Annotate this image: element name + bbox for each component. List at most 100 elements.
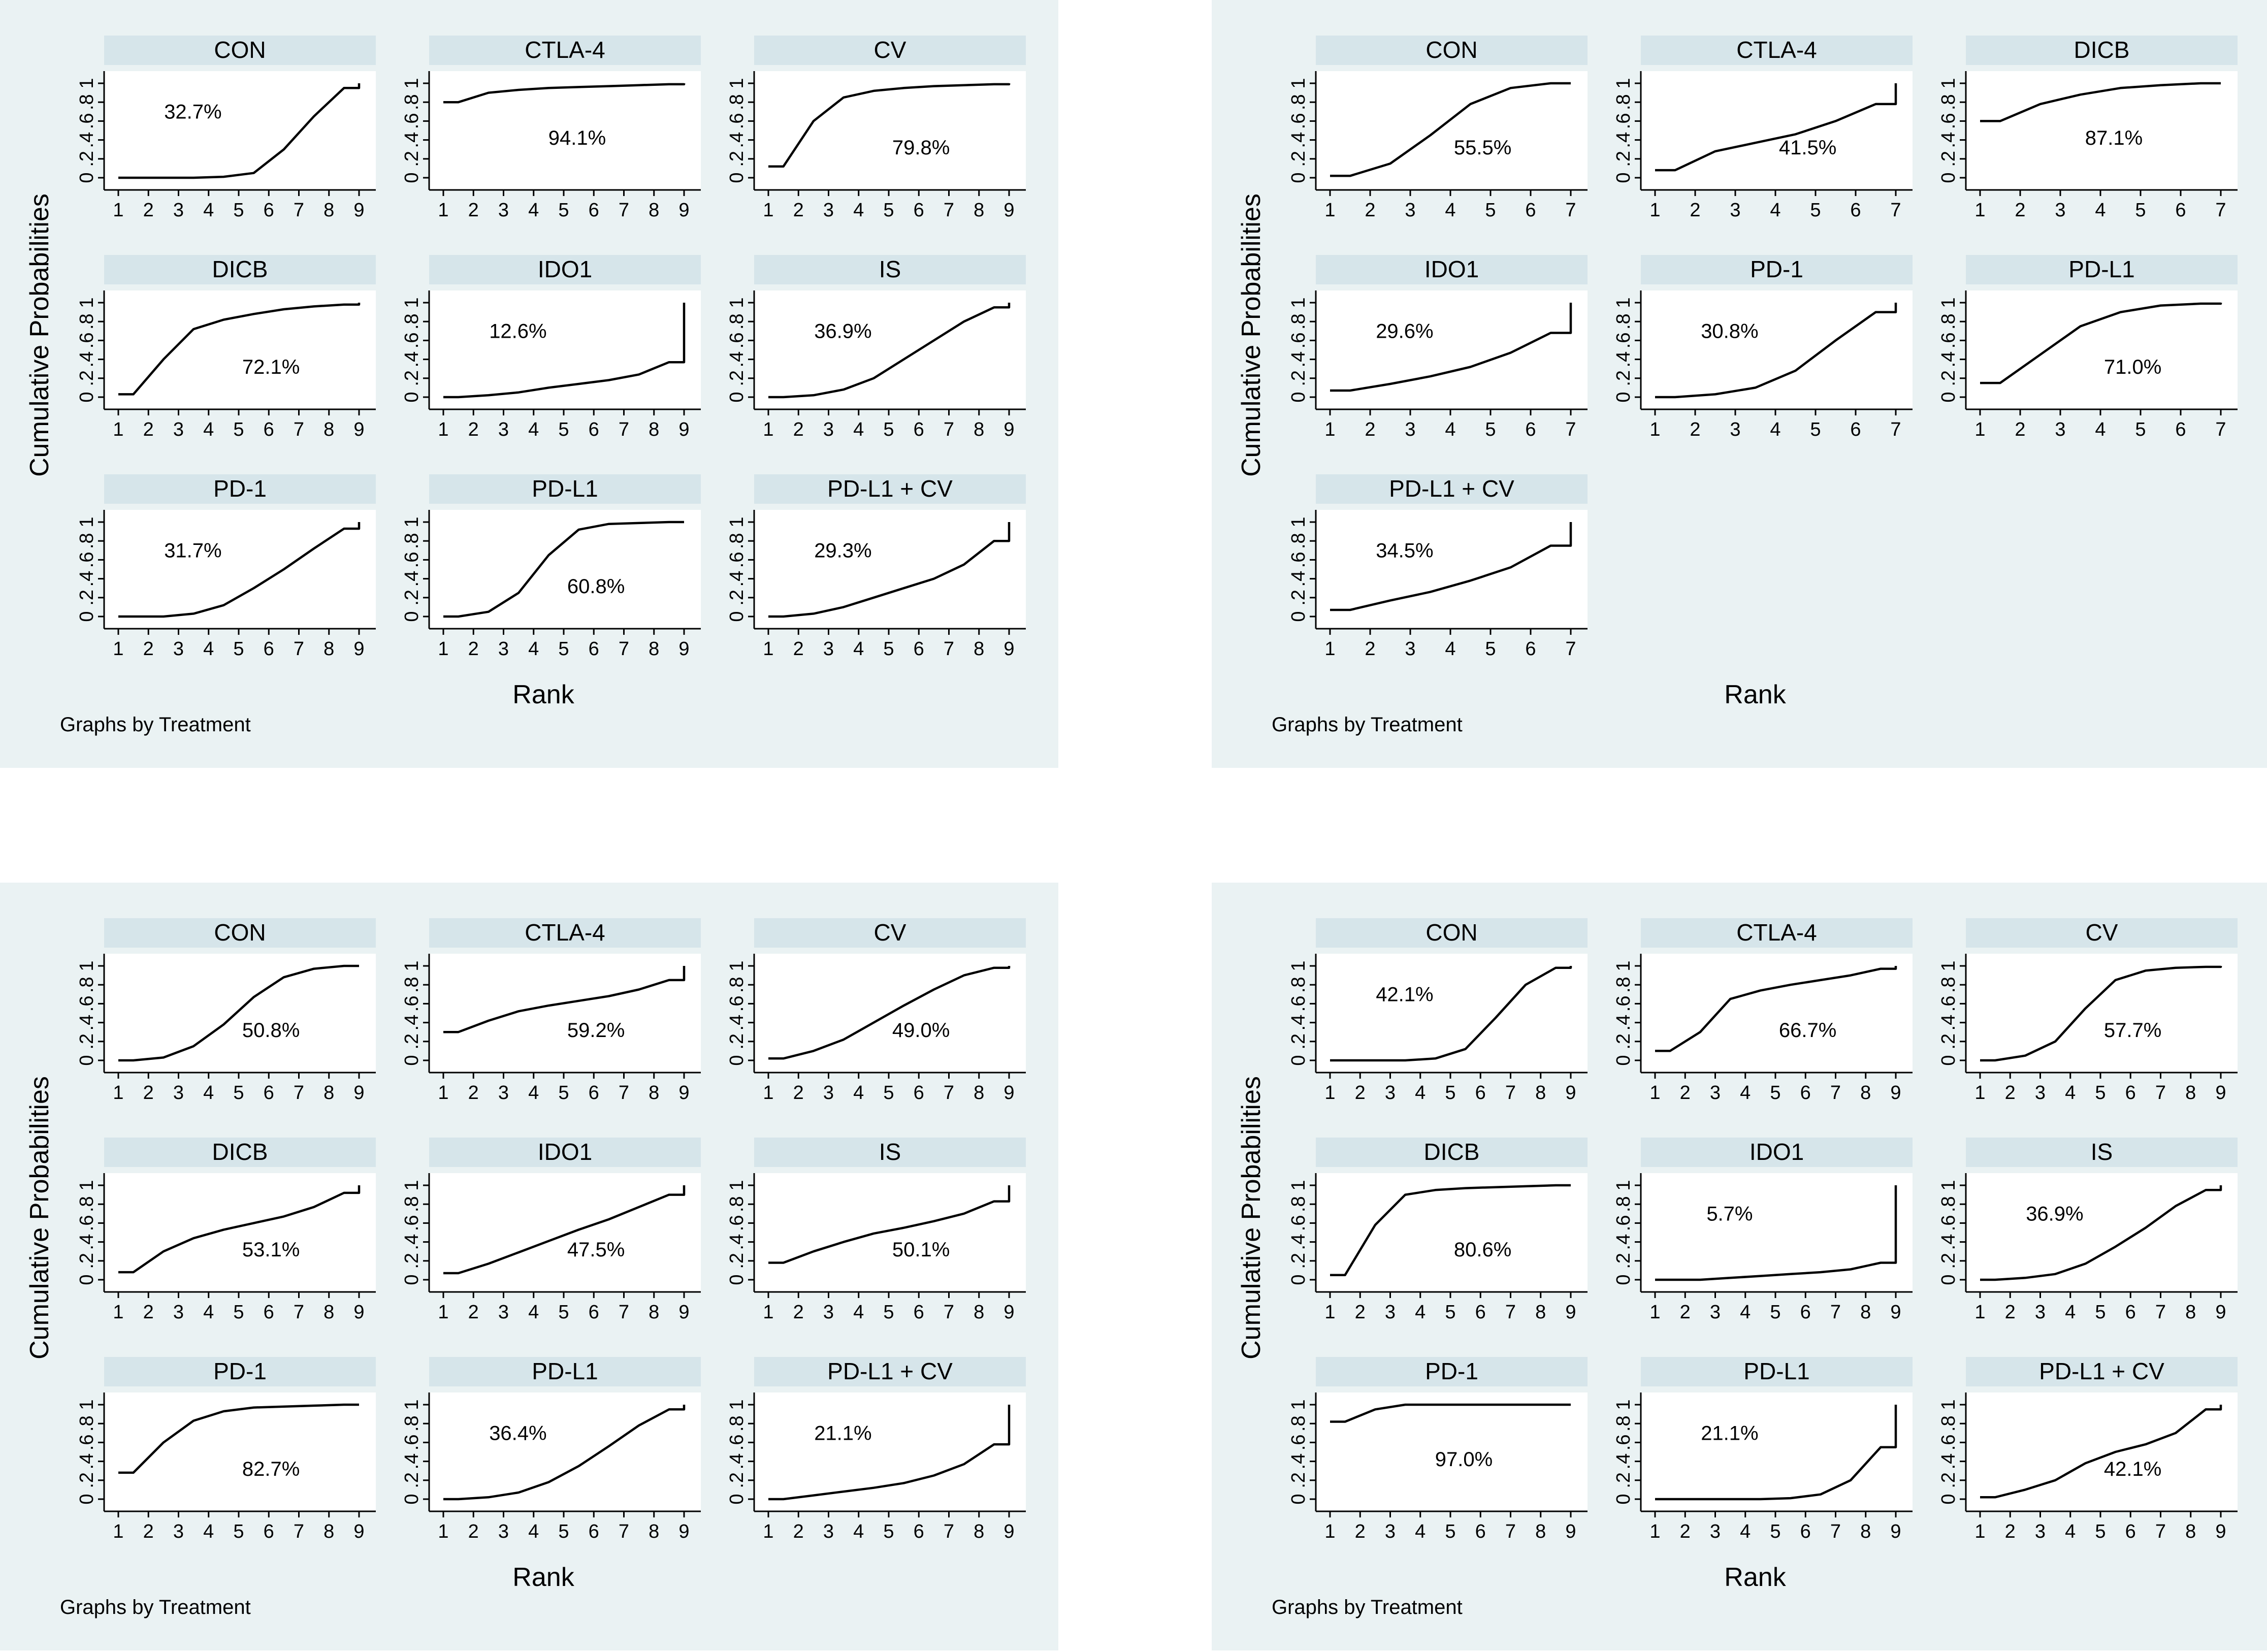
plot-area [1641, 1173, 1913, 1292]
x-tick-label: 2 [143, 1082, 154, 1104]
y-tick-label: 1 [1613, 297, 1634, 308]
y-tick-label: .2 [401, 151, 423, 167]
y-tick-label: .6 [76, 552, 98, 568]
x-tick-label: 7 [1505, 1082, 1516, 1104]
cumulative-curve [1655, 303, 1897, 399]
strip-label: PD-1 [213, 1358, 267, 1384]
y-tick-label: .6 [726, 1435, 748, 1451]
x-tick-label: 3 [173, 419, 184, 440]
subplot-pd-1: PD-10.2.4.6.811 2 3 4 5 6 7 8 997.0% [1288, 1357, 1588, 1542]
y-tick-label: .4 [726, 1234, 748, 1250]
x-tick-label: 7 [294, 200, 304, 221]
y-tick-label: .2 [76, 590, 98, 606]
x-axis-title: Rank [512, 1563, 574, 1592]
x-tick-label: 3 [1385, 1082, 1396, 1104]
x-tick-label: 2 [2015, 419, 2025, 440]
x-tick-label: 1 [763, 1521, 773, 1542]
x-tick-label: 2 [1365, 200, 1375, 221]
strip-label: IS [879, 256, 901, 282]
x-tick-label: 4 [1415, 1082, 1426, 1104]
cumulative-curve [443, 1185, 686, 1275]
y-tick-label: 1 [401, 960, 423, 971]
x-tick-label: 4 [203, 200, 214, 221]
strip-label: PD-L1 + CV [827, 1358, 953, 1384]
y-tick-label: .8 [1288, 313, 1309, 330]
strip-header [104, 1138, 376, 1167]
x-tick-label: 1 [763, 200, 773, 221]
x-tick-label: 4 [853, 638, 864, 660]
y-tick-label: 1 [1938, 1180, 1959, 1190]
y-tick-label: 1 [1288, 78, 1309, 88]
strip-label: PD-L1 [532, 475, 598, 502]
y-tick-label: .6 [401, 333, 423, 349]
y-tick-label: 0 [1938, 1274, 1959, 1285]
y-tick-label: .4 [1288, 1015, 1309, 1031]
subplot-is: IS0.2.4.6.811 2 3 4 5 6 7 8 936.9% [1938, 1138, 2238, 1323]
plot-area [429, 71, 701, 190]
subplot-ctla-4: CTLA-40.2.4.6.811 2 3 4 5 6 7 8 959.2% [401, 918, 701, 1104]
strip-label: PD-L1 + CV [2039, 1358, 2164, 1384]
y-tick-label: .6 [76, 333, 98, 349]
x-tick-label: 2 [2015, 200, 2025, 221]
y-tick-label: 1 [76, 516, 98, 527]
x-tick-label: 2 [793, 1521, 804, 1542]
y-tick-label: .2 [1288, 1472, 1309, 1488]
x-tick-label: 1 [1974, 419, 1985, 440]
y-tick-label: .6 [401, 113, 423, 129]
y-tick-label: .4 [1288, 1234, 1309, 1250]
strip-label: DICB [1424, 1139, 1480, 1165]
x-tick-label: 3 [1405, 200, 1415, 221]
sucra-label: 5.7% [1706, 1203, 1753, 1225]
strip-header [1641, 1357, 1913, 1386]
x-tick-label: 5 [1445, 1302, 1455, 1323]
x-tick-label: 3 [2035, 1302, 2046, 1323]
y-tick-label: .8 [726, 977, 748, 993]
strip-label: DICB [2074, 37, 2130, 63]
chart-panel-4: Cumulative Probabilities Rank Graphs by Tr… [1212, 883, 2267, 1650]
x-tick-label: 3 [2055, 419, 2065, 440]
x-tick-label: 5 [233, 1082, 244, 1104]
x-tick-label: 6 [589, 200, 599, 221]
strip-header [429, 474, 701, 504]
strip-label: CTLA-4 [525, 37, 605, 63]
x-tick-label: 4 [1445, 638, 1455, 660]
x-tick-label: 1 [1649, 200, 1660, 221]
y-tick-label: .4 [1288, 351, 1309, 368]
x-tick-label: 3 [1385, 1302, 1396, 1323]
x-tick-label: 7 [294, 419, 304, 440]
subplot-cv: CV0.2.4.6.811 2 3 4 5 6 7 8 979.8% [726, 36, 1026, 221]
x-tick-label: 6 [264, 1302, 274, 1323]
x-tick-label: 7 [294, 1521, 304, 1542]
y-tick-label: .6 [1938, 333, 1959, 349]
sucra-label: 72.1% [242, 356, 300, 378]
x-tick-label: 1 [763, 419, 773, 440]
x-tick-label: 7 [294, 638, 304, 660]
x-tick-label: 4 [1740, 1521, 1751, 1542]
y-tick-label: .8 [401, 977, 423, 993]
y-tick-label: .4 [1938, 1015, 1959, 1031]
plot-area [429, 954, 701, 1073]
y-tick-label: .2 [1613, 1253, 1634, 1269]
y-tick-label: 0 [726, 1494, 748, 1504]
y-tick-label: 0 [1288, 1274, 1309, 1285]
x-axis-title: Rank [1724, 1563, 1786, 1592]
x-tick-label: 4 [2065, 1302, 2076, 1323]
y-tick-label: .2 [726, 151, 748, 167]
y-tick-label: .8 [726, 313, 748, 330]
y-tick-label: .8 [1938, 94, 1959, 110]
x-tick-label: 6 [1525, 419, 1536, 440]
cumulative-curve [1330, 303, 1572, 392]
y-tick-label: 0 [726, 1055, 748, 1065]
x-tick-label: 8 [974, 419, 984, 440]
y-tick-label: .6 [1288, 1215, 1309, 1232]
y-tick-label: .2 [726, 1472, 748, 1488]
y-tick-label: .8 [1613, 94, 1634, 110]
strip-label: PD-1 [1750, 256, 1803, 282]
strip-label: CTLA-4 [1736, 919, 1817, 946]
x-tick-label: 5 [1485, 638, 1496, 660]
x-tick-label: 4 [1770, 200, 1780, 221]
y-tick-label: .2 [1288, 370, 1309, 386]
x-tick-label: 5 [233, 419, 244, 440]
y-tick-label: 0 [76, 172, 98, 183]
